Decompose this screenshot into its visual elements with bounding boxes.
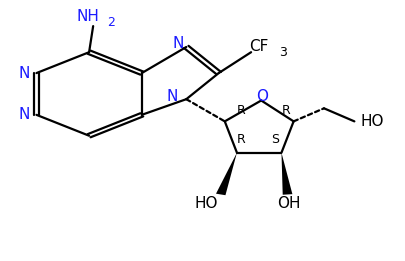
Text: 3: 3 bbox=[279, 46, 287, 59]
Text: N: N bbox=[173, 35, 184, 51]
Polygon shape bbox=[281, 153, 292, 195]
Text: HO: HO bbox=[194, 196, 218, 211]
Text: N: N bbox=[19, 66, 30, 81]
Polygon shape bbox=[216, 153, 237, 195]
Text: 2: 2 bbox=[107, 16, 115, 29]
Text: O: O bbox=[256, 89, 269, 104]
Text: NH: NH bbox=[77, 9, 100, 25]
Text: HO: HO bbox=[360, 114, 384, 129]
Text: R: R bbox=[237, 133, 246, 146]
Text: N: N bbox=[167, 89, 178, 104]
Text: CF: CF bbox=[249, 39, 269, 55]
Text: OH: OH bbox=[277, 196, 301, 211]
Text: S: S bbox=[271, 133, 279, 146]
Text: R: R bbox=[281, 104, 290, 117]
Text: N: N bbox=[19, 107, 30, 122]
Text: R: R bbox=[237, 104, 246, 117]
